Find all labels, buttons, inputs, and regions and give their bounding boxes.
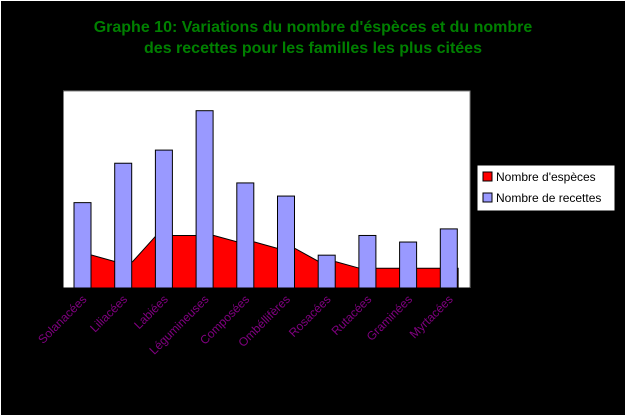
chart-title-line-2: des recettes pour les familles les plus … xyxy=(144,40,482,57)
legend-swatch-recipes xyxy=(482,192,493,203)
recipes-bar xyxy=(236,182,255,289)
recipes-bar xyxy=(317,254,336,289)
y-tick-label: 5 xyxy=(48,248,55,262)
y-tick-label: 20 xyxy=(42,150,56,164)
x-tick-label: Liliacées xyxy=(87,292,130,335)
chart-title: Graphe 10: Variations du nombre d'éspèce… xyxy=(1,17,625,59)
x-tick-label: Solanacées xyxy=(35,292,89,346)
legend-box xyxy=(476,164,616,212)
recipes-bars-layer xyxy=(73,110,458,289)
recipes-bar xyxy=(154,149,173,289)
y-tick-label: 30 xyxy=(42,84,56,98)
recipes-bar xyxy=(73,202,92,289)
recipes-bar xyxy=(399,241,418,289)
y-tick-label: 25 xyxy=(42,117,56,131)
x-tick-label: Rosacées xyxy=(286,292,334,340)
y-axis-ticks: 0 5 10 15 20 25 30 xyxy=(42,84,63,295)
y-tick-label: 0 xyxy=(48,281,55,295)
x-tick-label: Myrtacées xyxy=(407,292,456,341)
recipes-bar xyxy=(358,234,377,289)
recipes-bar xyxy=(195,110,214,289)
legend-swatch-species xyxy=(482,171,493,182)
x-tick-label: Labiées xyxy=(131,292,171,332)
y-tick-label: 10 xyxy=(42,215,56,229)
x-axis-title: Familles xyxy=(242,380,290,394)
recipes-bar xyxy=(277,195,295,289)
y-tick-label: 15 xyxy=(42,183,56,197)
legend: Nombre d'espèces Nombre de recettes xyxy=(476,164,616,212)
chart-title-line-1: Graphe 10: Variations du nombre d'éspèce… xyxy=(93,19,533,36)
recipes-bar xyxy=(439,228,458,289)
legend-label-species: Nombre d'espèces xyxy=(496,170,596,184)
recipes-bar xyxy=(114,162,133,289)
legend-label-recipes: Nombre de recettes xyxy=(496,191,601,205)
